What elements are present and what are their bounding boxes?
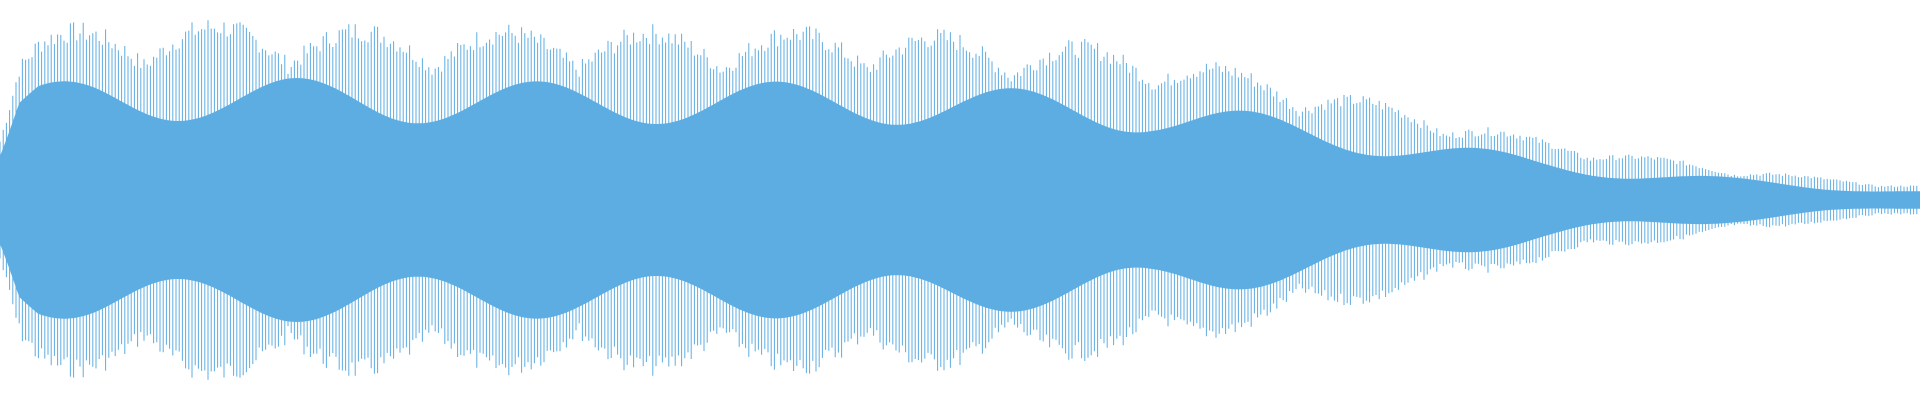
waveform-bars [0,20,1920,380]
